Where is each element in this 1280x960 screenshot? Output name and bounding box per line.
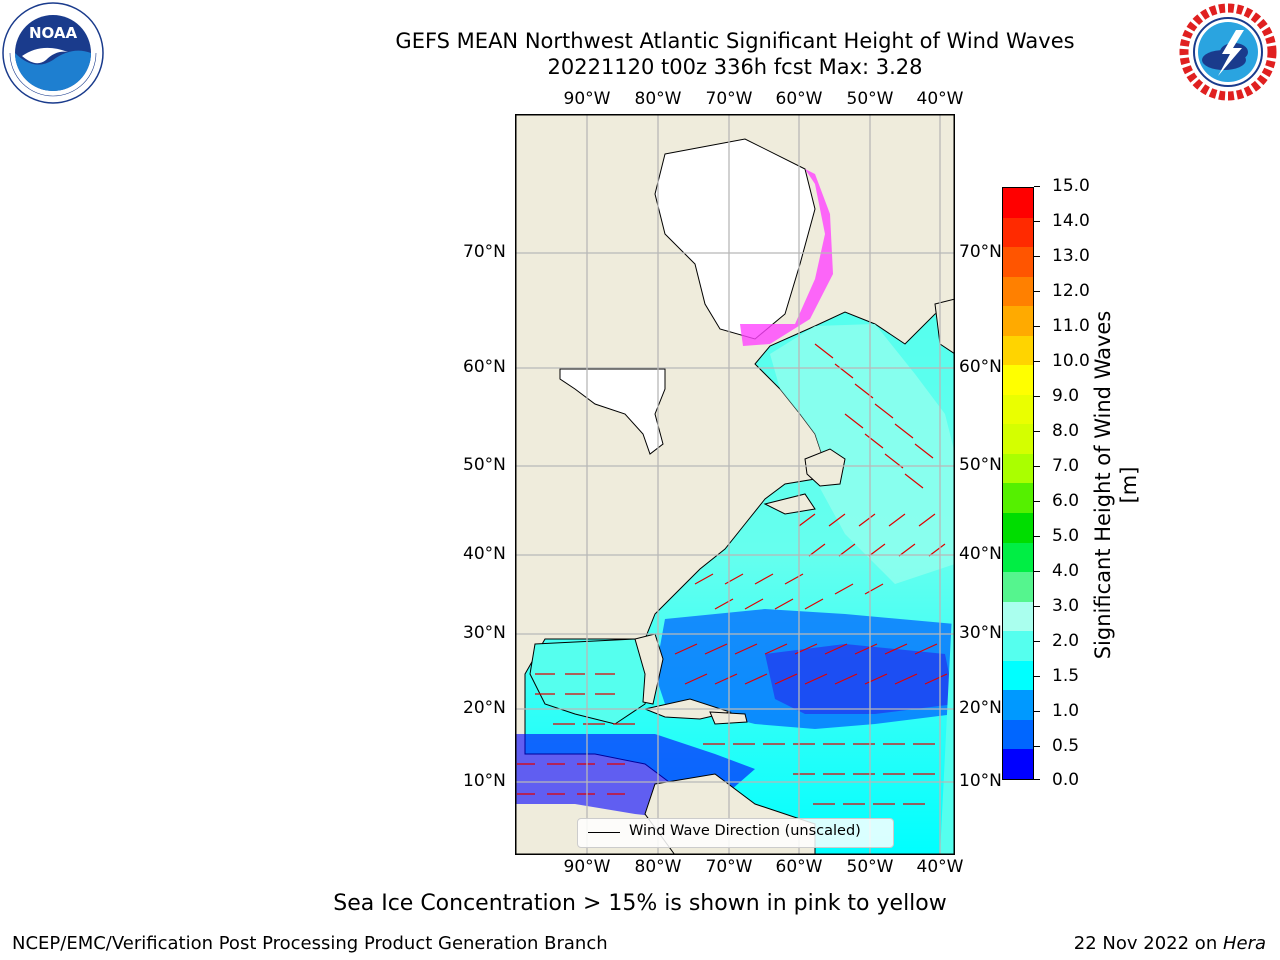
colorbar-segment	[1003, 217, 1033, 248]
colorbar-tick: 2.0	[1052, 631, 1080, 651]
lon-label-bottom: 60°W	[775, 857, 823, 877]
colorbar-tick: 6.0	[1052, 491, 1080, 511]
colorbar	[1002, 187, 1034, 780]
lon-label-bottom: 70°W	[705, 857, 753, 877]
colorbar-segment	[1003, 572, 1033, 602]
lon-label-top: 40°W	[916, 89, 964, 109]
lat-label-left: 30°N	[463, 623, 506, 643]
lon-label-top: 90°W	[563, 89, 611, 109]
colorbar-tick: 8.0	[1052, 421, 1080, 441]
colorbar-segment	[1003, 394, 1033, 425]
lat-label-left: 10°N	[463, 771, 506, 791]
colorbar-tick: 9.0	[1052, 386, 1080, 406]
colorbar-tick: 13.0	[1052, 246, 1090, 266]
colorbar-segment	[1003, 513, 1033, 543]
colorbar-segment	[1003, 424, 1033, 454]
colorbar-segment	[1003, 749, 1033, 779]
colorbar-tick: 3.0	[1052, 596, 1080, 616]
colorbar-tick: 4.0	[1052, 561, 1080, 581]
colorbar-segment	[1003, 188, 1033, 218]
lon-label-top: 80°W	[634, 89, 682, 109]
legend-label: Wind Wave Direction (unscaled)	[629, 823, 861, 839]
colorbar-segment	[1003, 483, 1033, 514]
lon-label-bottom: 50°W	[846, 857, 894, 877]
colorbar-tick: 1.0	[1052, 701, 1080, 721]
colorbar-tick: 10.0	[1052, 351, 1090, 371]
colorbar-segment	[1003, 247, 1033, 277]
noaa-logo-text: NOAA	[29, 24, 78, 42]
lon-label-top: 60°W	[775, 89, 823, 109]
colorbar-tick: 0.0	[1052, 770, 1080, 790]
colorbar-segment	[1003, 660, 1033, 691]
colorbar-ticks: 15.0 14.0 13.0 12.0 11.0 10.0 9.0 8.0 7.…	[1034, 176, 1104, 790]
lat-label-right: 10°N	[959, 771, 1002, 791]
colorbar-segment	[1003, 335, 1033, 366]
lon-label-top: 70°W	[705, 89, 753, 109]
colorbar-segment	[1003, 719, 1033, 750]
footer-branch: NCEP/EMC/Verification Post Processing Pr…	[12, 933, 608, 954]
colorbar-tick: 12.0	[1052, 281, 1090, 301]
ice-edge	[740, 169, 833, 346]
nws-logo	[1178, 2, 1278, 102]
hudson-bay	[559, 368, 666, 455]
lon-label-bottom: 40°W	[916, 857, 964, 877]
colorbar-segment	[1003, 631, 1033, 661]
map-panel	[515, 114, 956, 856]
colorbar-tick: 15.0	[1052, 176, 1090, 196]
colorbar-segment	[1003, 690, 1033, 720]
newfoundland	[804, 448, 846, 487]
lon-label-top: 50°W	[846, 89, 894, 109]
colorbar-segment	[1003, 542, 1033, 573]
lat-label-left: 20°N	[463, 698, 506, 718]
lat-label-left: 70°N	[463, 242, 506, 262]
lat-label-left: 60°N	[463, 357, 506, 377]
noaa-logo: NOAA	[2, 2, 104, 104]
legend-line-swatch	[588, 832, 620, 833]
lat-label-left: 40°N	[463, 544, 506, 564]
africa-edge	[940, 534, 955, 855]
lat-label-right: 70°N	[959, 242, 1002, 262]
colorbar-segment	[1003, 306, 1033, 336]
map-canvas	[515, 114, 956, 856]
lon-label-bottom: 90°W	[563, 857, 611, 877]
colorbar-tick: 14.0	[1052, 211, 1090, 231]
sea-ice-note: Sea Ice Concentration > 15% is shown in …	[333, 891, 947, 916]
colorbar-label: Significant Height of Wind Waves [m]	[1091, 310, 1141, 660]
colorbar-segment	[1003, 601, 1033, 632]
lat-label-left: 50°N	[463, 455, 506, 475]
colorbar-segment	[1003, 276, 1033, 307]
graticule	[515, 114, 955, 855]
lat-label-right: 50°N	[959, 455, 1002, 475]
calm-core	[765, 644, 955, 714]
colorbar-tick: 5.0	[1052, 526, 1080, 546]
colorbar-segment	[1003, 453, 1033, 484]
colorbar-tick: 7.0	[1052, 456, 1080, 476]
lat-label-right: 60°N	[959, 357, 1002, 377]
colorbar-tick: 0.5	[1052, 736, 1080, 756]
map-legend: Wind Wave Direction (unscaled)	[577, 818, 894, 848]
footer-date-text: 22 Nov 2022 on	[1073, 933, 1223, 954]
colorbar-tick: 1.5	[1052, 666, 1080, 686]
lat-label-right: 40°N	[959, 544, 1002, 564]
lat-label-right: 30°N	[959, 623, 1002, 643]
labrador-sea	[770, 324, 955, 584]
map-title: GEFS MEAN Northwest Atlantic Significant…	[395, 29, 1075, 53]
colorbar-segment	[1003, 365, 1033, 395]
map-subtitle: 20221120 t00z 336h fcst Max: 3.28	[547, 55, 923, 79]
colorbar-tick: 11.0	[1052, 316, 1090, 336]
nova-scotia	[763, 493, 816, 515]
footer-date: 22 Nov 2022 on Hera	[1074, 933, 1266, 954]
wind-arrows	[517, 343, 948, 805]
footer-host: Hera	[1222, 933, 1266, 954]
lat-label-right: 20°N	[959, 698, 1002, 718]
lon-label-bottom: 80°W	[634, 857, 682, 877]
map-frame	[515, 114, 955, 855]
